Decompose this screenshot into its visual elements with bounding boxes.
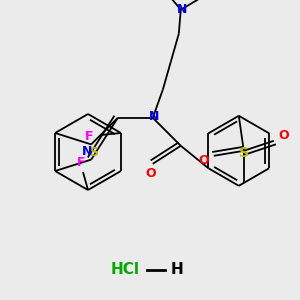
- Text: F: F: [77, 155, 85, 169]
- Text: O: O: [278, 129, 289, 142]
- Text: N: N: [177, 3, 187, 16]
- Text: F: F: [85, 130, 93, 143]
- Text: H: H: [171, 262, 183, 278]
- Text: HCl: HCl: [110, 262, 140, 278]
- Text: N: N: [82, 145, 92, 158]
- Text: O: O: [199, 154, 209, 167]
- Text: O: O: [146, 167, 156, 180]
- Text: S: S: [89, 146, 98, 159]
- Text: S: S: [239, 146, 249, 160]
- Text: N: N: [148, 110, 159, 123]
